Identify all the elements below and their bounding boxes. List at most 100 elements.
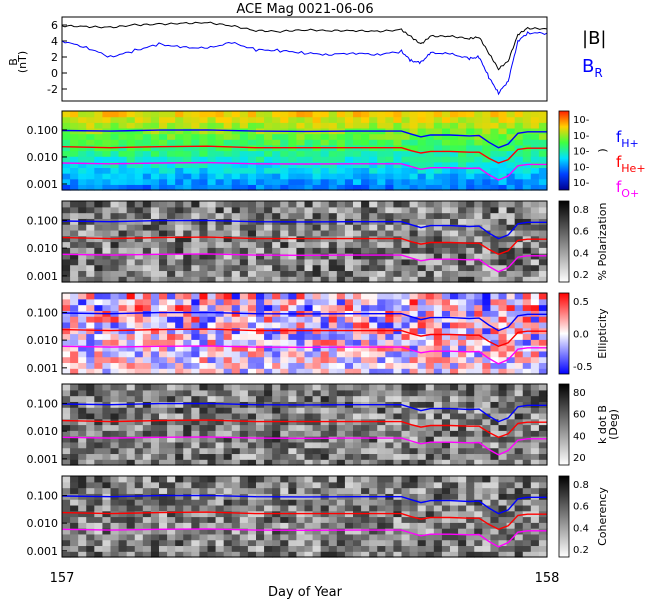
heatmap-cell [425, 206, 435, 214]
heatmap-cell [506, 310, 516, 317]
heatmap-cell [304, 276, 314, 283]
heatmap-cell [538, 401, 548, 408]
heatmap-cell [441, 327, 451, 335]
heatmap-cell [450, 551, 459, 558]
heatmap-cell [191, 304, 201, 311]
heatmap-cell [126, 224, 136, 231]
ellipticity-y-tick-label: 0.100 [27, 306, 59, 319]
heatmap-cell [401, 522, 411, 529]
heatmap-cell [328, 412, 338, 420]
heatmap-cell [409, 476, 419, 483]
heatmap-cell [312, 441, 322, 449]
heatmap-cell [433, 545, 443, 552]
heatmap-cell [102, 264, 112, 272]
heatmap-cell [441, 206, 451, 214]
heatmap-cell [70, 258, 79, 266]
heatmap-cell [538, 516, 548, 523]
heatmap-cell [247, 533, 257, 541]
heatmap-cell [401, 368, 411, 375]
heatmap-cell [417, 476, 427, 483]
heatmap-cell [458, 516, 467, 523]
heatmap-cell [78, 441, 87, 449]
heatmap-cell [385, 316, 395, 323]
heatmap-cell [328, 201, 338, 208]
heatmap-cell [458, 384, 467, 391]
heatmap-cell [239, 298, 249, 306]
heatmap-cell [474, 487, 483, 494]
heatmap-cell [441, 201, 451, 208]
heatmap-cell [134, 139, 144, 146]
heatmap-cell [538, 551, 548, 558]
heatmap-cell [231, 150, 241, 157]
heatmap-cell [320, 481, 330, 489]
heatmap-cell [62, 350, 71, 358]
heatmap-cell [328, 430, 338, 437]
heatmap-cell [482, 441, 492, 449]
heatmap-cell [223, 133, 233, 140]
heatmap-cell [62, 264, 71, 272]
heatmap-cell [167, 218, 176, 225]
heatmap-cell [86, 206, 95, 214]
heatmap-cell [328, 476, 338, 483]
heatmap-cell [118, 504, 128, 512]
heatmap-cell [409, 407, 419, 414]
heatmap-cell [191, 539, 201, 547]
heatmap-cell [134, 212, 144, 219]
heatmap-cell [102, 459, 112, 466]
heatmap-cell [191, 362, 201, 369]
heatmap-cell [538, 201, 548, 208]
heatmap-cell [142, 516, 152, 523]
heatmap-cell [474, 229, 483, 237]
heatmap-cell [522, 356, 532, 364]
heatmap-cell [288, 539, 298, 547]
heatmap-cell [522, 264, 532, 272]
heatmap-cell [530, 304, 540, 311]
heatmap-cell [272, 293, 281, 300]
heatmap-cell [78, 368, 87, 375]
heatmap-cell [134, 167, 144, 174]
heatmap-cell [336, 504, 346, 512]
heatmap-cell [506, 339, 516, 346]
heatmap-cell [514, 345, 524, 352]
heatmap-cell [167, 241, 176, 248]
heatmap-cell [94, 476, 104, 483]
heatmap-cell [474, 161, 483, 169]
heatmap-cell [215, 545, 225, 552]
heatmap-cell [450, 167, 459, 174]
heatmap-cell [126, 389, 136, 397]
heatmap-cell [239, 412, 249, 420]
heatmap-cell [417, 247, 427, 254]
heatmap-cell [514, 150, 524, 157]
heatmap-cell [433, 304, 443, 311]
heatmap-cell [247, 395, 257, 402]
heatmap-cell [401, 116, 411, 123]
heatmap-cell [344, 111, 354, 118]
heatmap-cell [312, 224, 322, 231]
heatmap-cell [215, 321, 225, 329]
heatmap-cell [304, 345, 314, 352]
heatmap-cell [215, 362, 225, 369]
heatmap-cell [336, 412, 346, 420]
heatmap-cell [223, 122, 233, 129]
heatmap-cell [474, 453, 483, 460]
heatmap-cell [498, 436, 508, 443]
heatmap-cell [118, 481, 128, 489]
heatmap-cell [167, 167, 176, 174]
heatmap-cell [409, 167, 419, 174]
heatmap-cell [498, 178, 508, 185]
heatmap-cell [353, 356, 362, 364]
heatmap-cell [328, 116, 338, 123]
heatmap-cell [498, 264, 508, 272]
heatmap-cell [150, 206, 160, 214]
heatmap-cell [498, 276, 508, 283]
heatmap-cell [231, 201, 241, 208]
kdotb-colorbar-tick: 20 [573, 453, 586, 464]
heatmap-cell [312, 522, 322, 529]
heatmap-cell [417, 350, 427, 358]
heatmap-cell [441, 276, 451, 283]
heatmap-cell [280, 339, 289, 346]
heatmap-cell [514, 293, 524, 300]
heatmap-cell [175, 293, 184, 300]
heatmap-cell [150, 522, 160, 529]
heatmap-cell [150, 459, 160, 466]
